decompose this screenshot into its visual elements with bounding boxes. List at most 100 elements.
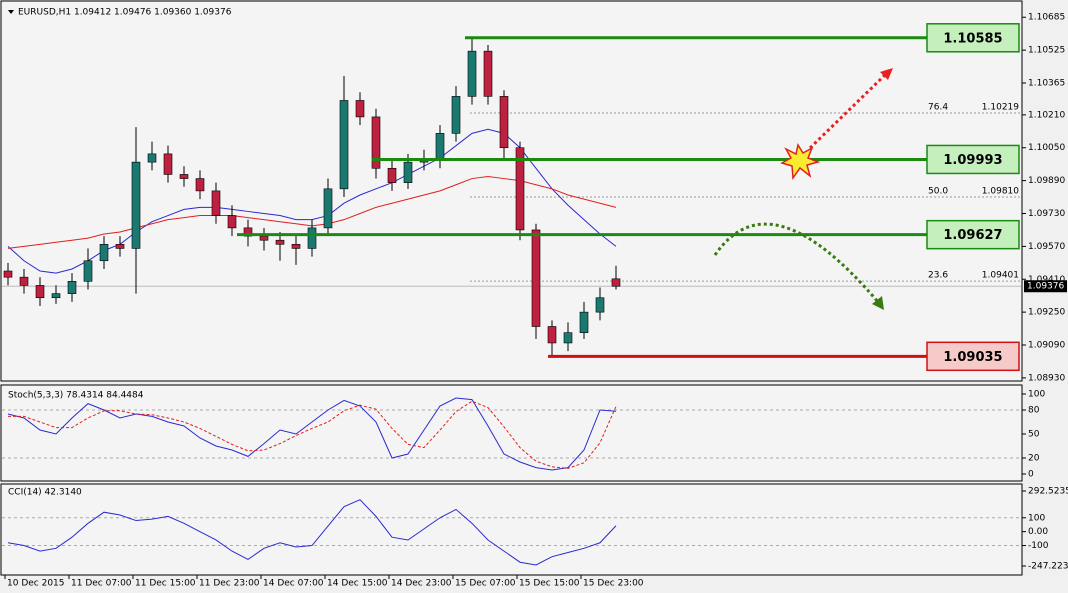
candle-body xyxy=(499,96,509,149)
candle-body xyxy=(115,244,125,249)
arrow-down xyxy=(713,222,880,303)
candle-body xyxy=(595,297,605,313)
x-tick-label: 14 Dec 23:00 xyxy=(391,579,452,589)
dropdown-icon xyxy=(8,10,14,14)
explosion-icon xyxy=(780,143,821,181)
candle-body xyxy=(83,260,93,282)
indicator-line xyxy=(8,400,617,469)
x-tick-label: 15 Dec 15:00 xyxy=(519,579,580,589)
candle-body xyxy=(387,167,397,183)
candle-body xyxy=(483,50,493,97)
fib-ratio: 50.0 xyxy=(928,187,948,197)
current-price-tag xyxy=(1024,280,1067,293)
y-tick-label: 1.10210 xyxy=(1028,110,1065,120)
level-label: 1.09035 xyxy=(943,350,1002,365)
main-panel xyxy=(0,0,1023,382)
candle-body xyxy=(147,153,157,163)
y-tick-label: 1.09730 xyxy=(1028,209,1065,219)
x-tick-label: 11 Dec 15:00 xyxy=(135,579,196,589)
x-tick-label: 15 Dec 07:00 xyxy=(455,579,516,589)
y-tick-label: 1.09250 xyxy=(1028,308,1065,318)
stoch-panel xyxy=(0,384,1023,482)
candle-body xyxy=(99,244,109,262)
candle-body xyxy=(227,215,237,229)
candle-body xyxy=(131,161,141,249)
level-label: 1.09993 xyxy=(943,153,1002,168)
x-tick-label: 11 Dec 07:00 xyxy=(71,579,132,589)
x-tick-label: 15 Dec 23:00 xyxy=(583,579,644,589)
candle-body xyxy=(291,244,301,249)
y-tick-label: 292.5235 xyxy=(1028,487,1068,497)
candle-body xyxy=(547,326,557,344)
fib-price: 1.09810 xyxy=(982,187,1019,197)
candle-body xyxy=(307,227,317,249)
candle-body xyxy=(515,147,525,231)
y-tick-label: 1.09090 xyxy=(1028,341,1065,351)
y-tick-label: 100 xyxy=(1028,513,1045,523)
y-tick-label: 80 xyxy=(1028,406,1040,416)
candle-body xyxy=(35,285,45,299)
candle-body xyxy=(611,278,621,287)
y-tick-label: 1.09570 xyxy=(1028,242,1065,252)
candle-body xyxy=(211,190,221,216)
candle-body xyxy=(323,188,333,229)
panel-title: EURUSD,H1 1.09412 1.09476 1.09360 1.0937… xyxy=(18,8,232,18)
level-box xyxy=(926,219,1020,250)
cci-panel xyxy=(0,483,1023,576)
level-box xyxy=(926,144,1020,175)
moving-average xyxy=(7,128,617,274)
candle-body xyxy=(355,100,365,118)
fib-price: 1.09401 xyxy=(982,271,1019,281)
candle-body xyxy=(467,50,477,97)
fib-ratio: 76.4 xyxy=(928,103,948,113)
candle-body xyxy=(195,178,205,192)
candle-body xyxy=(403,161,413,183)
y-tick-label: 1.10525 xyxy=(1028,46,1065,56)
x-tick-label: 11 Dec 23:00 xyxy=(199,579,260,589)
candle-body xyxy=(579,311,589,333)
candle-body xyxy=(563,332,573,344)
candle-body xyxy=(67,281,77,294)
y-tick-label: 0.00 xyxy=(1028,527,1048,537)
candle-body xyxy=(19,276,29,286)
candle-body xyxy=(51,293,61,299)
y-tick-label: 50 xyxy=(1028,430,1040,440)
y-tick-label: 0 xyxy=(1028,470,1034,480)
level-box xyxy=(926,341,1020,372)
candle-body xyxy=(339,100,349,190)
y-tick-label: 20 xyxy=(1028,454,1040,464)
y-tick-label: 1.08930 xyxy=(1028,373,1065,383)
y-tick-label: -100 xyxy=(1028,541,1049,551)
panel-title: CCI(14) 42.3140 xyxy=(8,488,82,498)
x-tick-label: 14 Dec 15:00 xyxy=(327,579,388,589)
level-box xyxy=(926,23,1020,53)
candle-body xyxy=(371,116,381,169)
y-tick-label: 1.09410 xyxy=(1028,275,1065,285)
candle-body xyxy=(451,96,461,134)
indicator-line xyxy=(7,499,617,566)
candle-body xyxy=(259,235,269,241)
x-tick-label: 14 Dec 07:00 xyxy=(263,579,324,589)
panel-title: Stoch(5,3,3) 78.4314 84.4484 xyxy=(8,391,144,401)
annotations xyxy=(8,10,893,310)
indicator-line xyxy=(7,397,617,471)
candle-body xyxy=(163,153,173,175)
candle-body xyxy=(179,174,189,179)
fib-ratio: 23.6 xyxy=(928,271,948,281)
arrowhead xyxy=(872,296,884,310)
candle-body xyxy=(435,133,445,161)
y-tick-label: 1.10050 xyxy=(1028,143,1065,153)
current-price-label: 1.09376 xyxy=(1027,282,1064,292)
candle-body xyxy=(531,229,541,327)
level-label: 1.10585 xyxy=(943,31,1002,46)
candle-body xyxy=(275,239,285,245)
candle-body xyxy=(3,270,13,278)
y-tick-label: 1.09890 xyxy=(1028,176,1065,186)
y-tick-label: 1.10685 xyxy=(1028,13,1065,23)
level-label: 1.09627 xyxy=(943,228,1002,243)
y-tick-label: 100 xyxy=(1028,390,1045,400)
x-tick-label: 10 Dec 2015 xyxy=(7,579,65,589)
y-tick-label: -247.2239 xyxy=(1028,562,1068,572)
y-tick-label: 1.10365 xyxy=(1028,79,1065,89)
